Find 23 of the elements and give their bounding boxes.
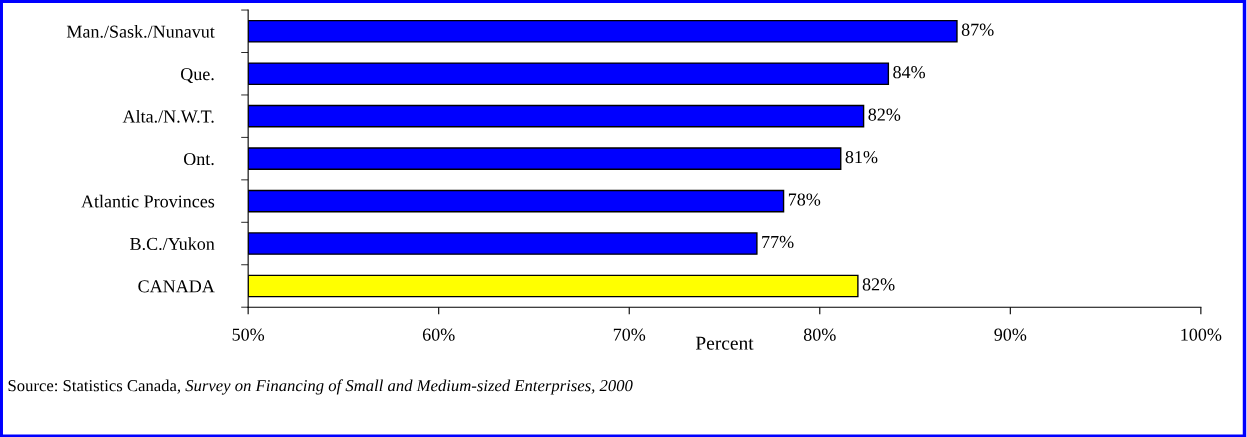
text: Survey on Financing of Small and Medium-sized Enterprises, 2000 bbox=[185, 379, 633, 395]
source-note: Source: Statistics Canada, bbox=[8, 379, 181, 394]
data-label: 87% bbox=[961, 23, 994, 36]
data-label: 77% bbox=[762, 235, 794, 249]
y-tick-label: Man./Sask./Nunavut bbox=[66, 25, 215, 38]
x-tick-label: 100% bbox=[1181, 328, 1222, 341]
y-tick-label: Que. bbox=[180, 68, 214, 83]
x-tick-label: 90% bbox=[994, 328, 1027, 341]
data-label: 81% bbox=[845, 150, 878, 164]
x-tick-label: 50% bbox=[232, 328, 265, 341]
x-tick-label: 70% bbox=[613, 328, 646, 341]
y-tick-label: Atlantic Provinces bbox=[81, 194, 215, 208]
data-label: 82% bbox=[868, 108, 901, 121]
x-tick-label: 60% bbox=[422, 328, 455, 341]
y-tick-label: CANADA bbox=[138, 280, 215, 293]
data-label: 78% bbox=[788, 193, 821, 206]
y-tick-label: Alta./N.W.T. bbox=[122, 109, 214, 123]
x-axis-title: Percent bbox=[695, 336, 754, 350]
x-tick-label: 80% bbox=[803, 328, 836, 341]
y-tick-label: Ont. bbox=[183, 152, 214, 166]
data-label: 82% bbox=[862, 278, 895, 291]
data-label: 84% bbox=[893, 66, 926, 79]
y-tick-label: B.C./Yukon bbox=[130, 237, 215, 251]
